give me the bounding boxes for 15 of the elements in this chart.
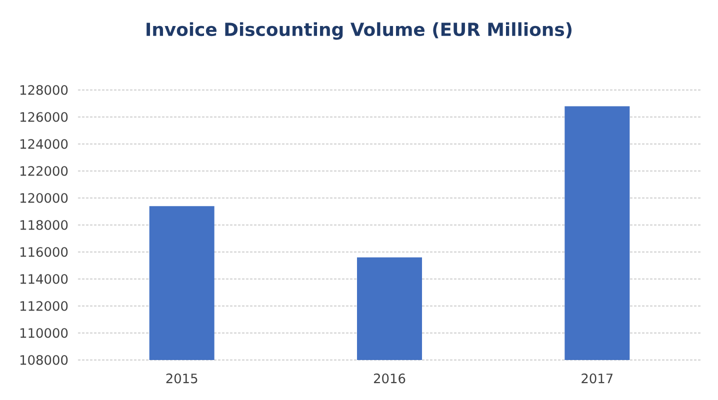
y-tick-label: 126000: [20, 112, 68, 122]
y-tick-label: 110000: [20, 328, 68, 338]
y-tick-label: 120000: [20, 193, 68, 203]
y-tick-label: 108000: [20, 355, 68, 365]
chart-title: Invoice Discounting Volume (EUR Millions): [146, 22, 572, 40]
y-tick-label: 116000: [20, 247, 68, 257]
y-tick-label: 114000: [20, 274, 68, 284]
y-tick-label: 122000: [20, 166, 68, 176]
y-tick-label: 124000: [20, 139, 68, 149]
x-tick-label: 2016: [374, 374, 406, 384]
y-tick-label: 128000: [20, 85, 68, 95]
x-tick-label: 2017: [582, 374, 613, 384]
x-tick-label: 2015: [166, 374, 198, 384]
y-tick-label: 118000: [20, 220, 68, 230]
y-tick-label: 112000: [20, 301, 68, 311]
